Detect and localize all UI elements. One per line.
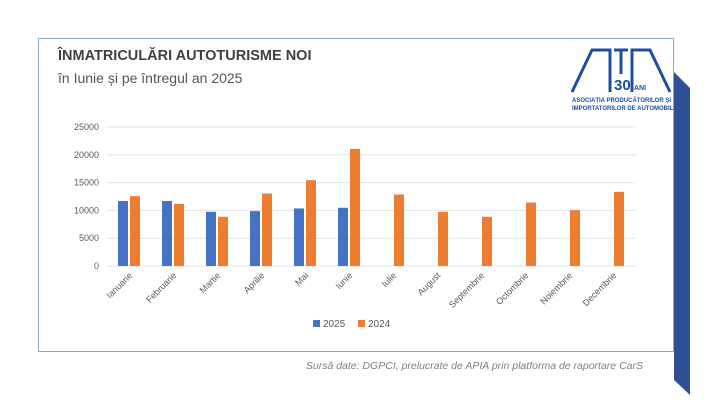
y-tick-label: 0 [94,261,99,271]
bar-2024-mai [306,180,316,266]
bar-2024-noiembrie [570,210,580,266]
legend-label-2024: 2024 [368,319,391,330]
bar-2024-decembrie [614,191,624,266]
x-tick-label: Februarie [144,270,178,304]
bar-2025-februarie [162,200,172,266]
legend-swatch-2025 [313,320,320,327]
y-tick-label: 20000 [74,150,99,160]
bar-2025-iunie [338,207,348,266]
x-tick-label: Martie [198,270,223,295]
legend-swatch-2024 [358,320,365,327]
x-tick-label: Septembrie [447,270,487,310]
x-tick-label: Ianuarie [104,270,134,300]
apia-logo: 30 ANI ASOCIAȚIA PRODUCĂTORILOR ȘI IMPOR… [570,48,676,112]
page-title: ÎNMATRICULĂRI AUTOTURISME NOI [58,48,312,64]
bar-2024-aprilie [262,193,272,266]
bar-2025-aprilie [250,211,260,266]
bar-2024-ianuarie [130,196,140,266]
svg-text:ANI: ANI [634,85,646,92]
bar-2024-octombrie [526,202,536,266]
bar-2024-august [438,211,448,266]
bar-2024-iulie [394,194,404,266]
x-tick-label: Noiembrie [538,270,574,306]
y-tick-label: 10000 [74,205,99,215]
y-tick-label: 5000 [79,233,99,243]
bar-2024-iunie [350,148,360,266]
svg-text:ASOCIAȚIA PRODUCĂTORILOR ȘI: ASOCIAȚIA PRODUCĂTORILOR ȘI [572,97,671,104]
x-tick-label: Iunie [334,270,355,291]
legend-label-2025: 2025 [323,319,346,330]
bar-2024-septembrie [482,216,492,266]
x-tick-label: Aprilie [242,270,267,295]
page-subtitle: în Iunie și pe întregul an 2025 [58,70,243,86]
bar-2024-februarie [174,203,184,266]
source-note: Sursă date: DGPCI, prelucrate de APIA pr… [305,360,643,372]
bar-2024-martie [218,216,228,266]
x-tick-label: Octombrie [494,270,530,306]
bar-2025-martie [206,211,216,266]
x-tick-label: Decembrie [581,270,619,308]
y-tick-label: 15000 [74,178,99,188]
bar-2025-mai [294,208,304,266]
x-tick-label: Iulie [380,270,399,289]
x-tick-label: August [416,270,443,297]
svg-text:IMPORTATORILOR DE AUTOMOBILE: IMPORTATORILOR DE AUTOMOBILE [572,106,676,112]
svg-text:30: 30 [614,77,631,94]
x-tick-label: Mai [293,270,310,287]
y-tick-label: 25000 [74,122,99,132]
bar-2025-ianuarie [118,200,128,266]
